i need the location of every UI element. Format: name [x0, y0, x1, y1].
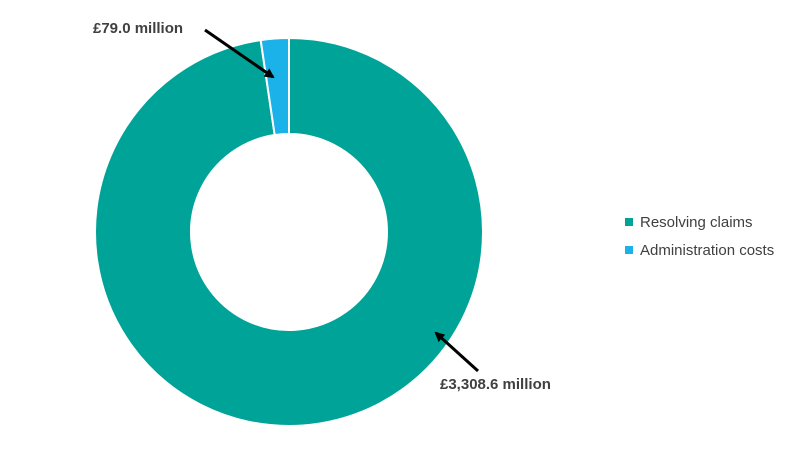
data-label-administration-costs: £79.0 million: [93, 20, 184, 37]
donut-slices: [94, 36, 484, 427]
legend-swatch-administration-costs: [625, 246, 633, 254]
donut-slice-resolving-claims: [94, 36, 484, 427]
chart-legend: Resolving claims Administration costs: [625, 208, 774, 264]
legend-item-resolving-claims: Resolving claims: [625, 208, 774, 236]
legend-label: Resolving claims: [640, 213, 753, 231]
donut-slice-administration-costs: [259, 36, 290, 137]
resolving-pointer-arrow: [434, 331, 480, 373]
data-label-resolving-claims: £3,308.6 million: [440, 376, 551, 393]
admin-pointer-arrow: [204, 28, 275, 79]
legend-item-administration-costs: Administration costs: [625, 236, 774, 264]
legend-swatch-resolving-claims: [625, 218, 633, 226]
legend-label: Administration costs: [640, 241, 775, 259]
